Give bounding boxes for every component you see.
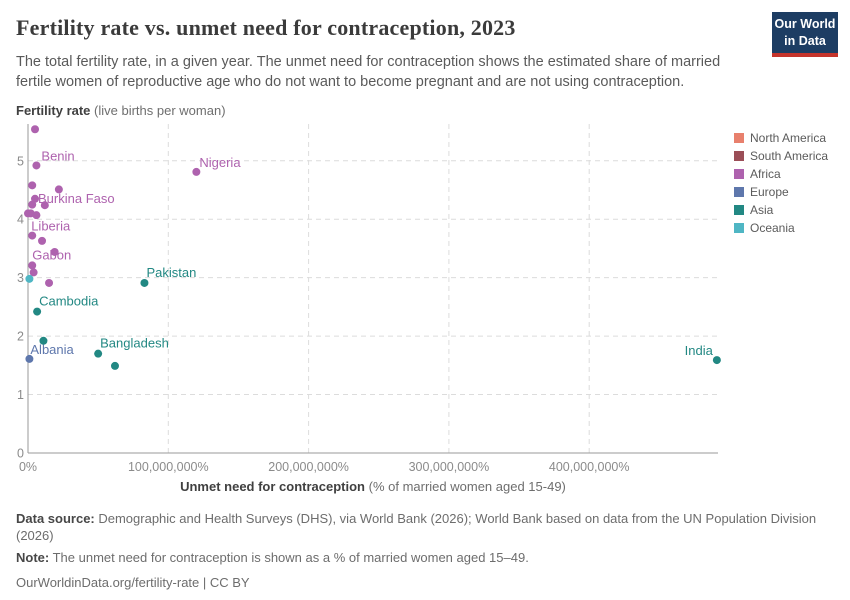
x-axis-title-bold: Unmet need for contraception: [180, 479, 366, 494]
data-point-bangladesh[interactable]: [94, 349, 103, 358]
legend-label: Africa: [750, 167, 781, 181]
note-label: Note:: [16, 550, 50, 566]
data-source-text: Demographic and Health Surveys (DHS), vi…: [16, 511, 817, 544]
legend-label: Oceania: [750, 221, 795, 235]
y-tick-label: 1: [17, 388, 24, 402]
owid-logo-line2: in Data: [784, 33, 826, 48]
x-axis-title: Unmet need for contraception (% of marri…: [28, 479, 718, 494]
legend-label: Europe: [750, 185, 789, 199]
note-line: Note: The unmet need for contraception i…: [16, 549, 838, 566]
point-label-nigeria: Nigeria: [199, 155, 241, 170]
page-title: Fertility rate vs. unmet need for contra…: [16, 15, 516, 40]
x-tick-label: 300,000,000%: [409, 460, 490, 474]
y-tick-label: 0: [17, 447, 24, 461]
y-tick-label: 4: [17, 213, 24, 227]
x-tick-label: 100,000,000%: [128, 460, 209, 474]
y-axis-title-bold: Fertility rate: [16, 103, 91, 118]
data-point-gabon[interactable]: [28, 261, 37, 270]
chart-footer: Data source: Demographic and Health Surv…: [16, 510, 838, 597]
legend: North America South America Africa Europe As…: [734, 129, 828, 237]
data-point-africa[interactable]: [31, 125, 40, 134]
legend-item-south-america[interactable]: South America: [734, 147, 828, 165]
x-axis-title-units: (% of married women aged 15-49): [365, 479, 566, 494]
data-point-benin[interactable]: [32, 161, 41, 170]
data-point-africa[interactable]: [40, 201, 49, 210]
y-axis-title-units: (live births per woman): [90, 103, 226, 118]
data-point-oceania[interactable]: [25, 274, 34, 283]
data-point-albania[interactable]: [25, 354, 34, 363]
point-label-cambodia: Cambodia: [39, 294, 99, 309]
data-point-africa[interactable]: [54, 185, 63, 194]
data-point-pakistan[interactable]: [140, 278, 149, 287]
owid-logo[interactable]: Our World in Data: [772, 12, 838, 57]
data-point-africa[interactable]: [45, 278, 54, 287]
data-point-liberia[interactable]: [28, 231, 37, 240]
data-point-africa[interactable]: [32, 211, 41, 220]
note-text: The unmet need for contraception is show…: [49, 550, 529, 566]
y-axis-title: Fertility rate (live births per woman): [16, 103, 226, 118]
y-tick-label: 5: [17, 154, 24, 168]
data-source-line: Data source: Demographic and Health Surv…: [16, 510, 838, 544]
data-point-asia[interactable]: [110, 361, 119, 370]
legend-label: Asia: [750, 203, 774, 217]
data-point-africa[interactable]: [28, 200, 37, 209]
legend-swatch-icon: [734, 223, 744, 233]
data-point-africa[interactable]: [38, 236, 47, 245]
point-label-bangladesh: Bangladesh: [100, 336, 169, 351]
legend-swatch-icon: [734, 187, 744, 197]
legend-item-europe[interactable]: Europe: [734, 183, 828, 201]
chart-subtitle: The total fertility rate, in a given yea…: [16, 54, 721, 90]
legend-item-asia[interactable]: Asia: [734, 201, 828, 219]
citation-line[interactable]: OurWorldinData.org/fertility-rate | CC B…: [16, 575, 250, 591]
legend-label: South America: [750, 149, 829, 163]
legend-swatch-icon: [734, 151, 744, 161]
point-label-pakistan: Pakistan: [146, 265, 196, 280]
point-label-liberia: Liberia: [31, 219, 71, 234]
legend-label: North America: [750, 131, 827, 145]
legend-swatch-icon: [734, 169, 744, 179]
point-label-benin: Benin: [41, 148, 74, 163]
legend-swatch-icon: [734, 205, 744, 215]
x-tick-label: 200,000,000%: [268, 460, 349, 474]
data-source-label: Data source:: [16, 511, 95, 526]
data-point-cambodia[interactable]: [33, 307, 42, 316]
data-point-africa[interactable]: [29, 268, 38, 277]
point-label-india: India: [685, 343, 714, 358]
data-point-asia[interactable]: [39, 336, 48, 345]
x-tick-label: 400,000,000%: [549, 460, 630, 474]
point-label-albania: Albania: [30, 342, 74, 357]
data-point-africa[interactable]: [50, 247, 59, 256]
data-point-nigeria[interactable]: [192, 167, 201, 176]
legend-item-north-america[interactable]: North America: [734, 129, 828, 147]
x-tick-label: 0%: [19, 460, 37, 474]
y-tick-label: 2: [17, 330, 24, 344]
y-tick-label: 3: [17, 271, 24, 285]
owid-logo-line1: Our World: [774, 16, 836, 31]
point-label-gabon: Gabon: [32, 247, 71, 262]
point-label-burkina-faso: Burkina Faso: [38, 191, 115, 206]
legend-item-oceania[interactable]: Oceania: [734, 219, 828, 237]
legend-swatch-icon: [734, 133, 744, 143]
data-point-africa[interactable]: [28, 181, 37, 190]
data-point-india[interactable]: [712, 356, 721, 365]
legend-item-africa[interactable]: Africa: [734, 165, 828, 183]
